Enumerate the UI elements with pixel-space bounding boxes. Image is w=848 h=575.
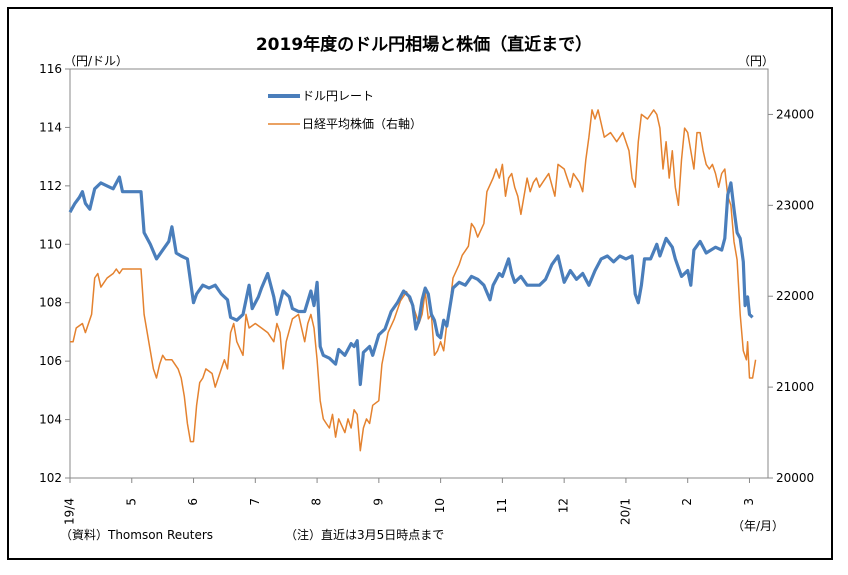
left-tick-label: 116 <box>39 62 62 76</box>
x-tick-label: 7 <box>248 498 262 506</box>
x-tick-label: 5 <box>124 498 138 506</box>
x-tick-label: 12 <box>557 498 571 513</box>
x-tick-label: 6 <box>186 498 200 506</box>
x-tick-label: 9 <box>371 498 385 506</box>
x-tick-label: 10 <box>433 498 447 513</box>
right-axis-unit: （円） <box>738 54 774 68</box>
x-axis: 19/4 5 6 7 8 9 10 11 12 20/1 2 3 <box>63 478 756 525</box>
x-axis-unit: （年/月） <box>732 519 784 533</box>
left-tick-label: 106 <box>39 354 62 368</box>
chart-title: 2019年度のドル円相場と株価（直近まで） <box>256 34 592 55</box>
right-tick-label: 22000 <box>776 289 814 303</box>
right-tick-label: 24000 <box>776 107 814 121</box>
right-tick-label: 21000 <box>776 380 814 394</box>
x-tick-label: 19/4 <box>63 498 77 525</box>
right-tick-label: 23000 <box>776 198 814 212</box>
right-y-axis: 20000 21000 22000 23000 24000 <box>768 107 814 485</box>
left-tick-label: 102 <box>39 471 62 485</box>
left-tick-label: 110 <box>39 237 62 251</box>
left-tick-label: 104 <box>39 413 62 427</box>
left-tick-label: 108 <box>39 296 62 310</box>
footnote: （注）直近は3月5日時点まで <box>285 527 444 542</box>
x-tick-label: 2 <box>680 498 694 506</box>
chart-frame <box>7 7 833 560</box>
nikkei-line <box>70 109 757 452</box>
left-y-axis: 102 104 106 108 110 112 114 116 <box>39 62 70 485</box>
x-tick-label: 3 <box>742 498 756 506</box>
x-tick-label: 11 <box>495 498 509 513</box>
source-note: （資料）Thomson Reuters <box>60 528 213 542</box>
left-axis-unit: （円/ドル） <box>64 54 128 68</box>
left-tick-label: 112 <box>39 179 62 193</box>
x-tick-label: 20/1 <box>618 498 632 525</box>
legend-label-nikkei: 日経平均株価（右軸） <box>302 116 422 131</box>
x-tick-label: 8 <box>310 498 324 506</box>
left-tick-label: 114 <box>39 120 62 134</box>
legend: ドル円レート 日経平均株価（右軸） <box>268 89 422 131</box>
usdjpy-line <box>68 175 754 387</box>
legend-label-usdjpy: ドル円レート <box>302 89 374 103</box>
plot-area <box>69 68 769 479</box>
right-tick-label: 20000 <box>776 471 814 485</box>
series-lines <box>68 109 757 452</box>
